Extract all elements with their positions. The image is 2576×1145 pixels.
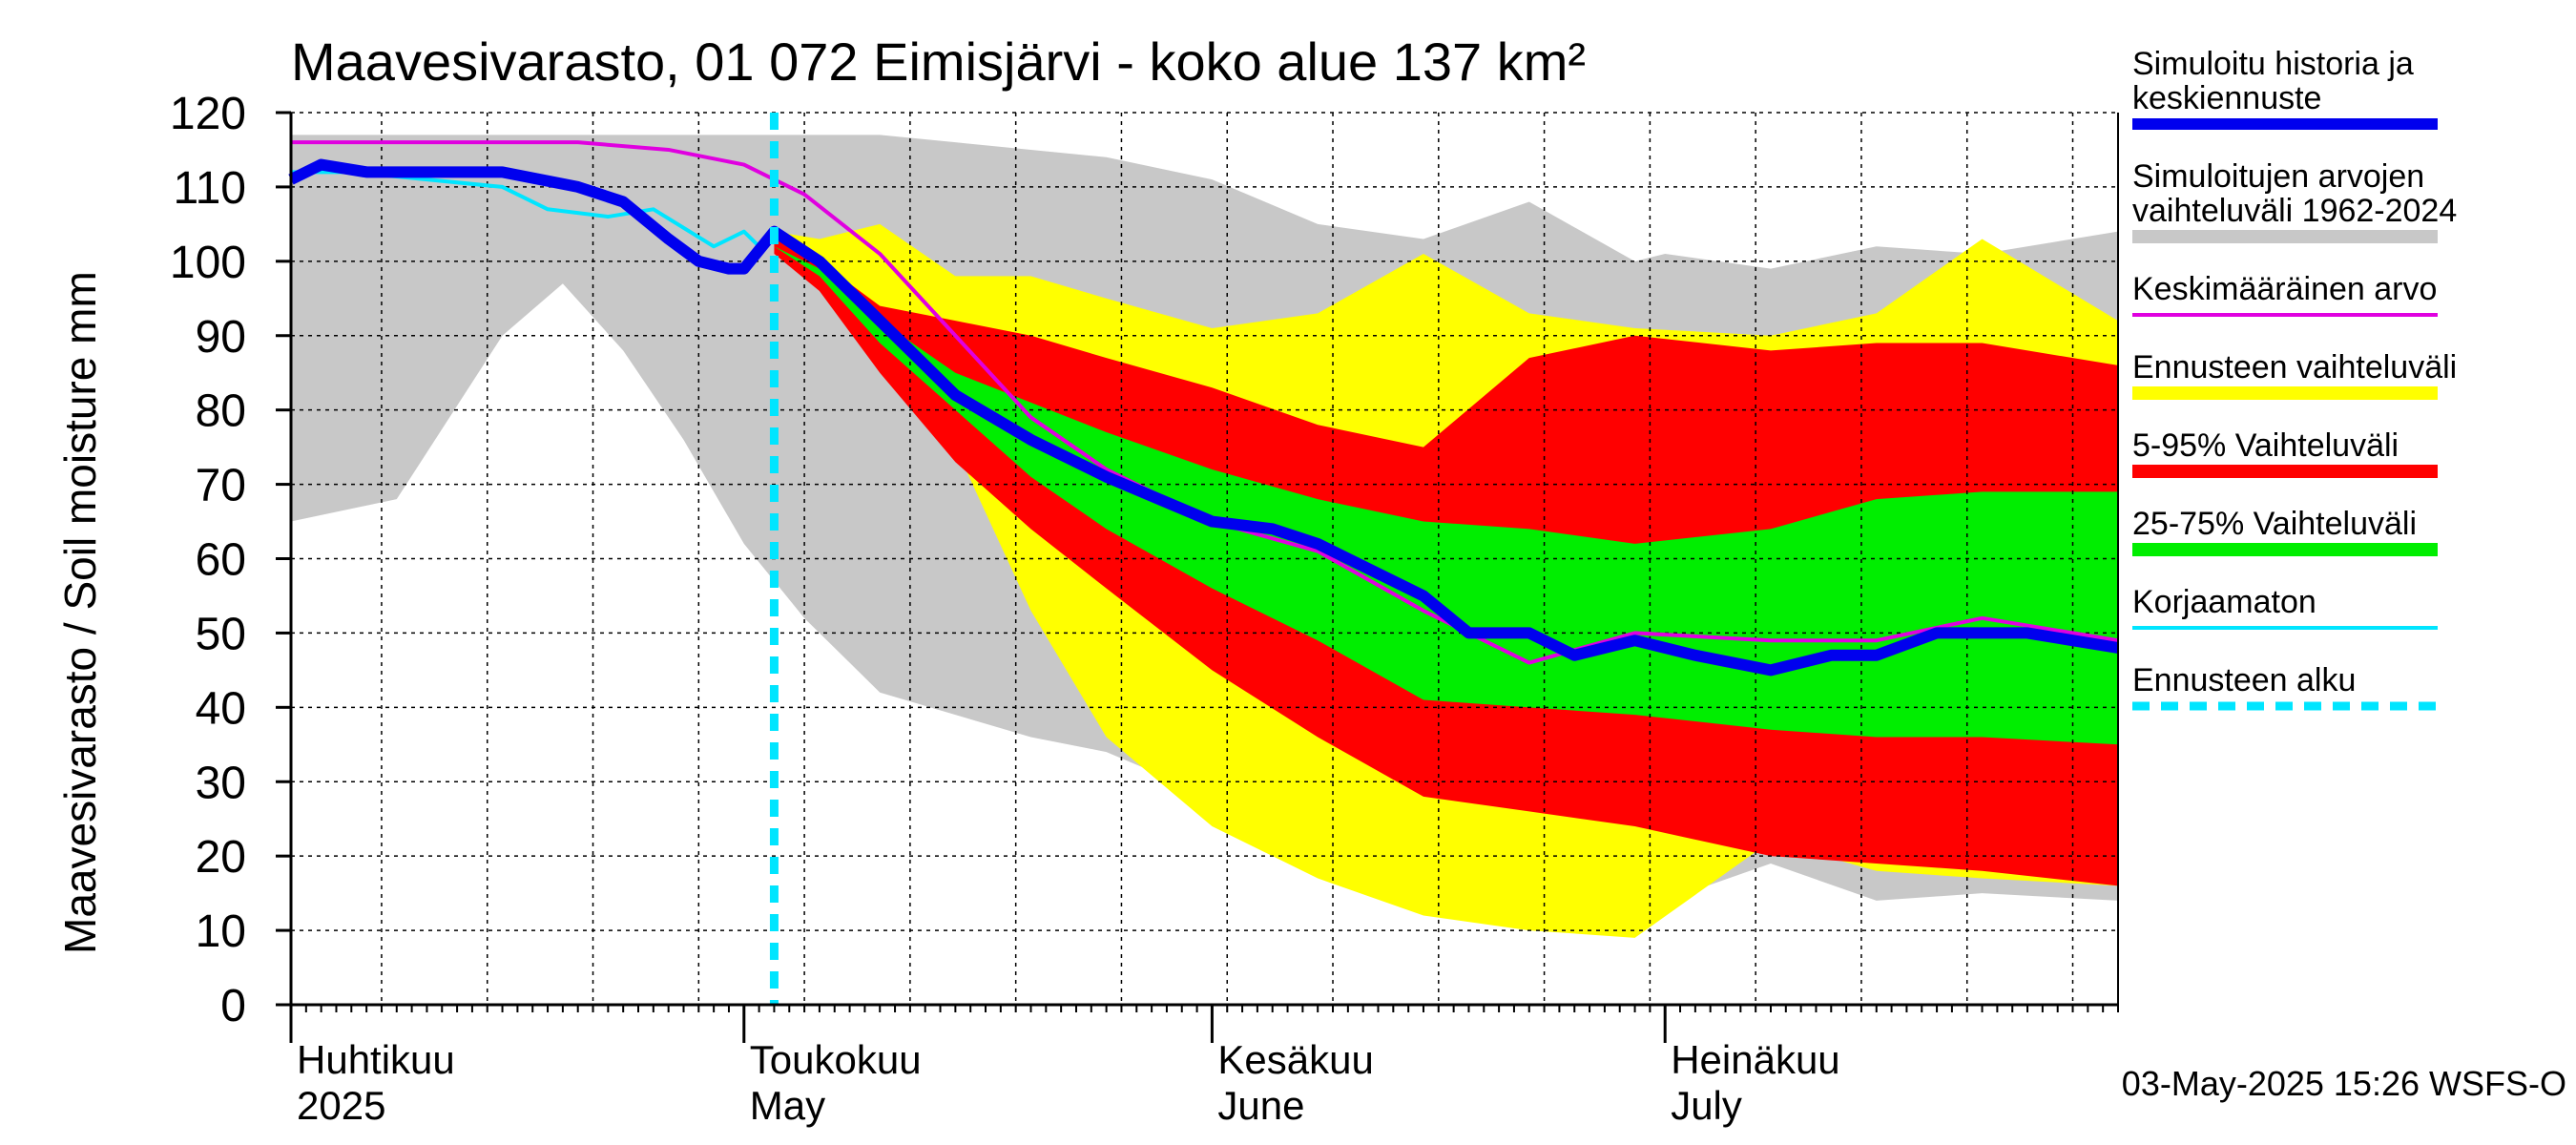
y-tick-label: 100 bbox=[170, 238, 246, 288]
plot-area bbox=[291, 135, 2118, 938]
legend-label-hist_range: vaihteluväli 1962-2024 bbox=[2132, 193, 2457, 229]
legend-label-mean: Keskimääräinen arvo bbox=[2132, 271, 2437, 307]
mean-line bbox=[291, 140, 2119, 665]
y-tick-label: 20 bbox=[196, 832, 246, 883]
x-month-label: Kesäkuu bbox=[1217, 1037, 1373, 1082]
x-month-label: Heinäkuu bbox=[1671, 1037, 1839, 1082]
x-month-sublabel: June bbox=[1217, 1083, 1304, 1128]
chart-title: Maavesivarasto, 01 072 Eimisjärvi - koko… bbox=[291, 31, 1586, 92]
legend-label-uncorrected: Korjaamaton bbox=[2132, 584, 2316, 620]
legend-label-forecast_range: Ennusteen vaihteluväli bbox=[2132, 349, 2457, 385]
legend-label-p25_75: 25-75% Vaihteluväli bbox=[2132, 506, 2417, 542]
timestamp: 03-May-2025 15:26 WSFS-O bbox=[2122, 1064, 2566, 1103]
series-lines bbox=[288, 113, 2119, 1005]
x-month-label: Toukokuu bbox=[750, 1037, 922, 1082]
x-month-label: Huhtikuu bbox=[297, 1037, 455, 1082]
legend-label-hist_range: Simuloitujen arvojen bbox=[2132, 158, 2424, 195]
x-month-sublabel: May bbox=[750, 1083, 825, 1128]
legend-label-sim: keskiennuste bbox=[2132, 80, 2321, 116]
grid bbox=[291, 112, 2118, 1006]
y-tick-label: 40 bbox=[196, 683, 246, 734]
y-tick-label: 120 bbox=[170, 89, 246, 139]
x-month-sublabel: 2025 bbox=[297, 1083, 385, 1128]
simulated-forecast-line bbox=[288, 158, 2119, 677]
legend-label-forecast_start: Ennusteen alku bbox=[2132, 662, 2356, 698]
axes: 0 10 20 30 40 50 60 70 80 90 100 110 120 Huhtikuu2025… bbox=[170, 89, 2119, 1128]
x-month-sublabel: July bbox=[1671, 1083, 1742, 1128]
band-25-75 bbox=[774, 246, 2118, 745]
y-tick-label: 80 bbox=[196, 386, 246, 437]
y-tick-label: 50 bbox=[196, 609, 246, 659]
y-tick-label: 110 bbox=[173, 163, 246, 214]
y-tick-label: 30 bbox=[196, 758, 246, 808]
y-tick-label: 10 bbox=[196, 906, 246, 957]
legend-label-sim: Simuloitu historia ja bbox=[2132, 46, 2414, 82]
y-tick-label: 0 bbox=[220, 981, 246, 1031]
y-axis-label: Maavesivarasto / Soil moisture mm bbox=[55, 271, 105, 954]
y-tick-label: 90 bbox=[196, 312, 246, 363]
y-tick-label: 70 bbox=[196, 461, 246, 511]
legend-label-p5_95: 5-95% Vaihteluväli bbox=[2132, 427, 2399, 464]
y-tick-label: 60 bbox=[196, 535, 246, 586]
